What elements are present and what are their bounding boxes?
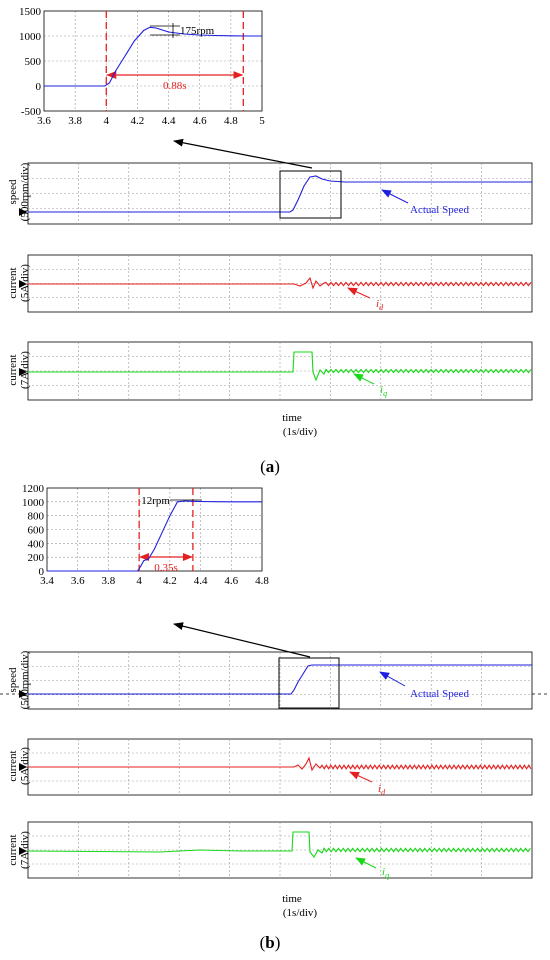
id-ylabel-b: current(5A/div) (7, 747, 31, 785)
id-trace-a (28, 276, 532, 290)
speed-strip-a (19, 162, 533, 225)
panel-a: 3.6 3.8 4 4.2 4.4 4.6 4.8 5 -500 0 500 1000 1500 0.88… (7, 6, 533, 476)
iq-strip-a (19, 341, 533, 401)
zoom-speed-line (47, 500, 262, 572)
iq-legend-b: iq (382, 866, 389, 880)
figure-label-b: (b) (260, 933, 281, 952)
zoom-ytick-label: -500 (21, 106, 42, 118)
iq-trace-b (27, 831, 531, 858)
zoom-xtick-label: 4.6 (224, 575, 238, 587)
zoom-frame (43, 10, 263, 112)
zoom-xtick-label: 3.8 (102, 575, 116, 587)
speed-trace-a (28, 175, 532, 213)
zoom-arrow-b (173, 622, 311, 658)
zoom-ytick-label: 400 (28, 538, 45, 550)
zoom-ytick-label: 1000 (22, 497, 45, 509)
strip-zero-marker (19, 280, 27, 288)
overshoot-label: 175rpm (180, 25, 215, 37)
iq-legend-arrow-b (355, 857, 377, 869)
zoom-region-box (278, 657, 340, 709)
iq-legend-a: iq (380, 384, 387, 398)
iq-ylabel-b: current(7A/div) (7, 831, 31, 869)
id-legend-arrow-b (349, 771, 373, 783)
zoom-ytick-label: 1200 (22, 483, 45, 495)
id-legend-a: id (376, 298, 384, 312)
zoom-ytick-label: 500 (25, 56, 42, 68)
speed-trace-b (28, 664, 532, 695)
strip-zero-marker (19, 690, 27, 698)
id-legend-arrow-a (347, 287, 371, 299)
speed-strip-b (19, 651, 533, 710)
zoom-xtick-label: 3.4 (40, 575, 54, 587)
strip-zero-marker (19, 208, 27, 216)
time-label-a: time (1s/div) (282, 412, 317, 438)
iq-trace-a (28, 351, 532, 382)
zoom-xtick-label: 4.8 (224, 115, 238, 127)
iq-strip-b (19, 821, 533, 879)
iq-legend-arrow-a (353, 373, 375, 385)
overshoot-label: 12rpm (141, 495, 170, 507)
figure-label-a: (a) (260, 457, 280, 476)
zoom-xtick-label: 4 (136, 575, 142, 587)
speed-ylabel-b: speed(500rpm/div) (7, 650, 31, 709)
zoom-arrow-a (173, 138, 313, 169)
zoom-interval-label: 0.35s (154, 562, 178, 574)
zoom-ytick-label: 200 (28, 552, 45, 564)
zoom-interval-label: 0.88s (163, 80, 187, 92)
strip-zero-marker (19, 368, 27, 376)
speed-legend-a: Actual Speed (410, 204, 469, 216)
zoom-ytick-label: 600 (28, 525, 45, 537)
zoom-xtick-label: 3.6 (37, 115, 51, 127)
speed-legend-b: Actual Speed (410, 688, 469, 700)
zoom-ytick-label: 1500 (19, 6, 42, 18)
id-trace-b (28, 756, 532, 772)
speed-legend-arrow-b (379, 671, 406, 687)
iq-ylabel-a: current(7A/div) (7, 351, 31, 389)
zoom-xtick-label: 4.8 (255, 575, 269, 587)
time-label-b: time (1s/div) (282, 893, 317, 919)
speed-ylabel-a: speed(500rpm/div) (7, 162, 31, 221)
id-legend-b: id (378, 783, 386, 797)
zoom-ytick-label: 0 (36, 81, 42, 93)
zoom-xtick-label: 3.8 (68, 115, 82, 127)
zoom-region-box (279, 170, 342, 219)
zoom-ytick-label: 0 (39, 566, 45, 578)
zoom-xtick-label: 4.2 (131, 115, 145, 127)
zoom-xtick-label: 4.4 (194, 575, 208, 587)
strip-zero-marker (19, 763, 27, 771)
zoom-ytick-label: 1000 (19, 31, 42, 43)
zoom-frame (46, 487, 263, 572)
zoom-ytick-label: 800 (28, 511, 45, 523)
zoom-speed-line (44, 26, 262, 87)
zoom-xtick-label: 4.2 (163, 575, 177, 587)
id-strip-b (19, 738, 533, 796)
zoom-xtick-label: 4.4 (162, 115, 176, 127)
zoom-xtick-label: 5 (259, 115, 265, 127)
zoom-plot-a: 3.6 3.8 4 4.2 4.4 4.6 4.8 5 -500 0 500 1000 1500 0.88… (19, 6, 265, 127)
strip-zero-marker (19, 847, 27, 855)
zoom-xtick-label: 3.6 (71, 575, 85, 587)
id-strip-a (19, 254, 533, 313)
speed-legend-arrow-a (381, 189, 409, 204)
zoom-xtick-label: 4.6 (193, 115, 207, 127)
zoom-xtick-label: 4 (104, 115, 110, 127)
id-ylabel-a: current(5A/div) (7, 264, 31, 302)
